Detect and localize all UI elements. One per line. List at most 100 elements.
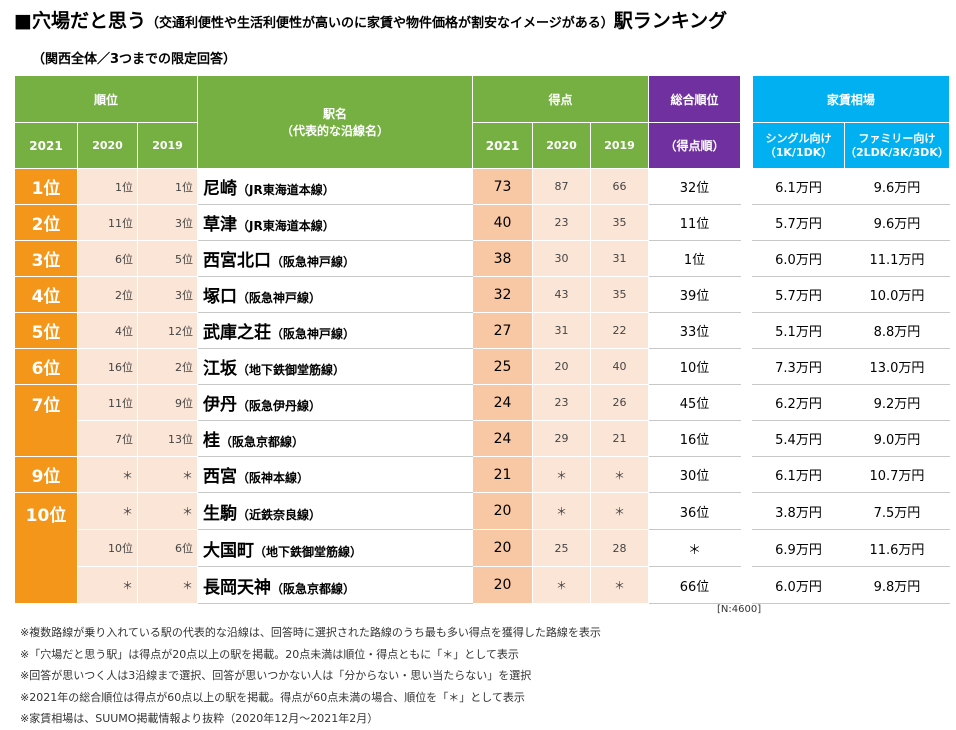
- column-gap: [740, 456, 753, 493]
- score-2020-cell: 43: [532, 276, 591, 313]
- score-2020-cell: ＊: [532, 566, 591, 604]
- score-2020-cell: 87: [532, 168, 591, 205]
- rank-2020-cell: 6位: [77, 240, 138, 277]
- single-rent-cell: 5.7万円: [752, 204, 845, 241]
- table-row: 6位 16位 2位 江坂（地下鉄御堂筋線） 25 20 40 10位 7.3万円…: [14, 348, 950, 385]
- rank-2019-cell: 5位: [137, 240, 198, 277]
- rank-2021-header: 2021: [14, 122, 78, 169]
- overall-cell: 33位: [648, 312, 741, 349]
- column-gap: [740, 492, 753, 530]
- rank-2019-cell: ＊: [137, 566, 198, 604]
- rank-2020-cell: 1位: [77, 168, 138, 205]
- score-2021-cell: 24: [472, 384, 533, 421]
- column-gap: [740, 240, 753, 277]
- footnote: ※「穴場だと思う駅」は得点が20点以上の駅を掲載。20点未満は順位・得点ともに「…: [20, 647, 519, 661]
- page-subtitle: （関西全体／3つまでの限定回答）: [32, 52, 237, 67]
- rank-2019-cell: ＊: [137, 456, 198, 493]
- station-line: （阪神本線）: [237, 471, 310, 485]
- column-gap: [740, 312, 753, 349]
- score-2019-cell: 66: [590, 168, 649, 205]
- overall-cell: 45位: [648, 384, 741, 421]
- score-2021-cell: 38: [472, 240, 533, 277]
- overall-cell: 10位: [648, 348, 741, 385]
- station-name: 塚口: [203, 287, 237, 307]
- station-cell: 塚口（阪急神戸線）: [197, 276, 473, 313]
- rank-2021-cell: 2位: [14, 204, 78, 241]
- rank-2020-cell: 16位: [77, 348, 138, 385]
- table-row: 10位 ＊ ＊ 生駒（近鉄奈良線） 20 ＊ ＊ 36位 3.8万円 7.5万円: [14, 492, 950, 604]
- single-rent-cell: 5.1万円: [752, 312, 845, 349]
- family-rent-cell: 10.7万円: [844, 456, 950, 493]
- rank-2019-cell: 1位: [137, 168, 198, 205]
- footnote: ※回答が思いつく人は3沿線まで選択、回答が思いつかない人は「分からない・思い当た…: [20, 669, 532, 682]
- table-row: ＊ ＊ 長岡天神（阪急京都線） 20 ＊ ＊ 66位 6.0万円 9.8万円: [15, 566, 950, 604]
- overall-cell: 39位: [648, 276, 741, 313]
- family-rent-cell: 9.8万円: [844, 566, 950, 604]
- single-rent-header: シングル向け（1K/1DK）: [752, 122, 845, 169]
- score-2021-cell: 25: [472, 348, 533, 385]
- overall-cell: 1位: [648, 240, 741, 277]
- score-2019-cell: 28: [590, 529, 649, 567]
- overall-cell: 36位: [648, 492, 741, 530]
- overall-sub-header: （得点順）: [648, 122, 741, 169]
- score-2021-cell: 20: [472, 529, 533, 567]
- rank-2019-cell: 3位: [137, 276, 198, 313]
- score-2021-header: 2021: [472, 122, 533, 169]
- station-name: 長岡天神: [203, 577, 271, 598]
- score-2019-cell: 31: [590, 240, 649, 277]
- rank-2020-cell: 7位: [77, 420, 138, 457]
- overall-cell: 66位: [648, 566, 741, 604]
- overall-header: 総合順位: [648, 75, 741, 123]
- rank-2019-cell: 13位: [137, 420, 198, 457]
- sample-size-note: [N:4600]: [717, 604, 762, 615]
- page-title: ■穴場だと思う（交通利便性や生活利便性が高いのに家賃や物件価格が割安なイメージが…: [14, 6, 727, 33]
- title-paren: （交通利便性や生活利便性が高いのに家賃や物件価格が割安なイメージがある）: [145, 16, 614, 31]
- station-line: （阪急京都線）: [271, 581, 356, 596]
- rank-2019-cell: ＊: [137, 492, 198, 530]
- table-row: 5位 4位 12位 武庫之荘（阪急神戸線） 27 31 22 33位 5.1万円…: [14, 312, 950, 349]
- station-cell: 西宮（阪神本線）: [197, 456, 473, 493]
- table-row: 7位 13位 桂（阪急京都線） 24 29 21 16位 5.4万円 9.0万円: [15, 420, 950, 457]
- rank-2020-cell: 11位: [77, 384, 138, 421]
- single-rent-cell: 7.3万円: [752, 348, 845, 385]
- footnotes: ※複数路線が乗り入れている駅の代表的な沿線は、回答時に選択された路線のうち最も多…: [20, 622, 601, 730]
- station-line: （阪急伊丹線）: [237, 399, 322, 413]
- score-2019-header: 2019: [590, 122, 649, 169]
- table-row: 4位 2位 3位 塚口（阪急神戸線） 32 43 35 39位 5.7万円 10…: [14, 276, 950, 313]
- rank-2019-cell: 9位: [137, 384, 198, 421]
- rank-2021-cell: 5位: [14, 312, 78, 349]
- score-2019-cell: 35: [590, 204, 649, 241]
- family-rent-cell: 11.1万円: [844, 240, 950, 277]
- rank-2020-cell: ＊: [77, 492, 138, 530]
- score-2019-cell: 26: [590, 384, 649, 421]
- score-2021-cell: 20: [472, 492, 533, 530]
- overall-cell: 11位: [648, 204, 741, 241]
- score-2021-cell: 27: [472, 312, 533, 349]
- station-header: 駅名 （代表的な沿線名）: [197, 75, 473, 169]
- score-2019-cell: ＊: [590, 456, 649, 493]
- station-cell: 武庫之荘（阪急神戸線）: [197, 312, 473, 349]
- score-2021-cell: 20: [472, 566, 533, 604]
- table-row: 3位 6位 5位 西宮北口（阪急神戸線） 38 30 31 1位 6.0万円 1…: [14, 240, 950, 277]
- rank-2021-cell: 7位: [14, 384, 78, 457]
- single-rent-cell: 6.9万円: [752, 529, 845, 567]
- rank-2019-header: 2019: [137, 122, 198, 169]
- single-rent-cell: 3.8万円: [752, 492, 845, 530]
- station-line: （阪急神戸線）: [271, 255, 356, 269]
- score-2020-cell: ＊: [532, 492, 591, 530]
- score-2019-cell: 40: [590, 348, 649, 385]
- single-rent-cell: 6.0万円: [752, 566, 845, 604]
- column-gap: [740, 75, 753, 169]
- station-line: （JR東海道本線）: [237, 183, 335, 197]
- column-gap: [740, 566, 753, 604]
- rank-2019-cell: 2位: [137, 348, 198, 385]
- column-gap: [740, 420, 753, 457]
- footnote: ※複数路線が乗り入れている駅の代表的な沿線は、回答時に選択された路線のうち最も多…: [20, 626, 601, 639]
- single-rent-cell: 6.0万円: [752, 240, 845, 277]
- single-rent-cell: 6.1万円: [752, 456, 845, 493]
- column-gap: [740, 384, 753, 421]
- table-row: 10位 6位 大国町（地下鉄御堂筋線） 20 25 28 ＊ 6.9万円 11.…: [15, 529, 950, 567]
- family-rent-cell: 10.0万円: [844, 276, 950, 313]
- station-cell: 大国町（地下鉄御堂筋線）: [197, 529, 473, 567]
- score-2021-cell: 73: [472, 168, 533, 205]
